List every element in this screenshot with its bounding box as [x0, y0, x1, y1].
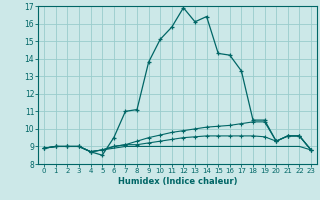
X-axis label: Humidex (Indice chaleur): Humidex (Indice chaleur)	[118, 177, 237, 186]
